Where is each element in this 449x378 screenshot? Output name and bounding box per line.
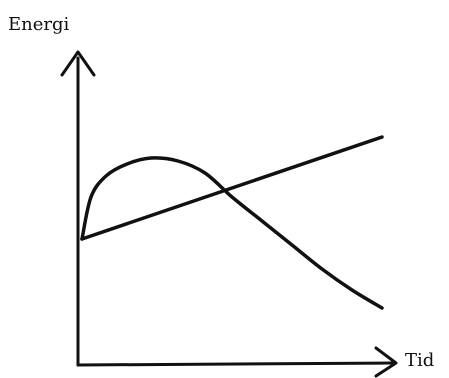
curve-series-line (80, 156, 384, 310)
axes (60, 50, 398, 378)
series-layer (80, 135, 384, 310)
x-axis-arrow-icon (374, 346, 398, 378)
y-axis-label: Energi (8, 14, 70, 35)
x-axis-label: Tid (405, 350, 435, 371)
straight-series-line (80, 135, 384, 241)
y-axis-arrow-icon (60, 50, 96, 77)
x-axis (76, 361, 394, 367)
